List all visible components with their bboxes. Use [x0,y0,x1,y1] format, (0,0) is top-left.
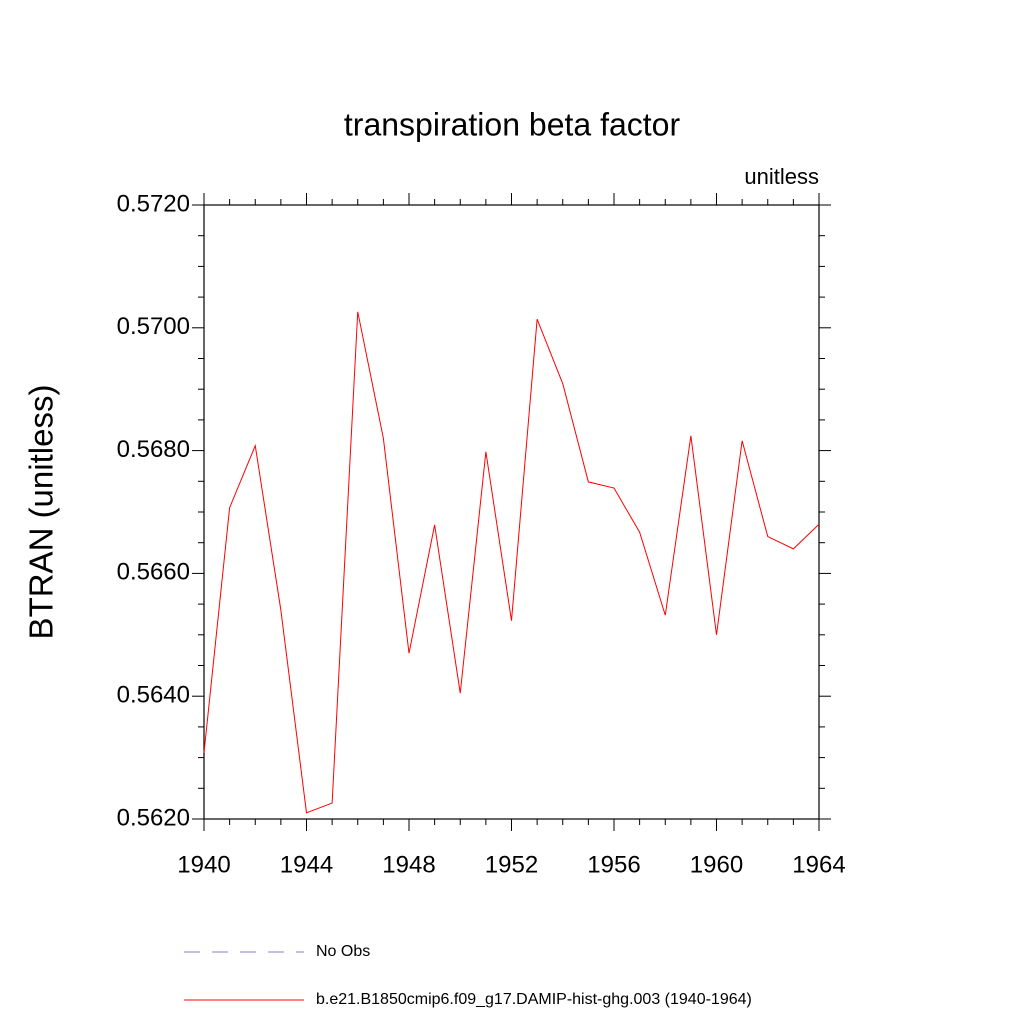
y-tick-label: 0.5700 [117,313,190,340]
y-tick-label: 0.5720 [117,190,190,217]
x-tick-label: 1960 [690,851,743,878]
y-tick-label: 0.5620 [117,804,190,831]
legend-label: No Obs [316,943,370,960]
x-tick-label: 1940 [177,851,230,878]
y-tick-label: 0.5680 [117,436,190,463]
chart-title: transpiration beta factor [344,106,681,142]
y-axis-label: BTRAN (unitless) [23,385,60,640]
y-tick-label: 0.5660 [117,559,190,586]
chart-subtitle: unitless [744,164,819,189]
plot-frame [203,204,820,820]
x-tick-label: 1944 [280,851,333,878]
data-line [203,311,820,814]
x-tick-label: 1956 [587,851,640,878]
x-tick-label: 1948 [382,851,435,878]
y-tick-label: 0.5640 [117,682,190,709]
legend-label: b.e21.B1850cmip6.f09_g17.DAMIP-hist-ghg.… [316,991,752,1008]
x-tick-label: 1952 [485,851,538,878]
x-tick-label: 1964 [792,851,845,878]
